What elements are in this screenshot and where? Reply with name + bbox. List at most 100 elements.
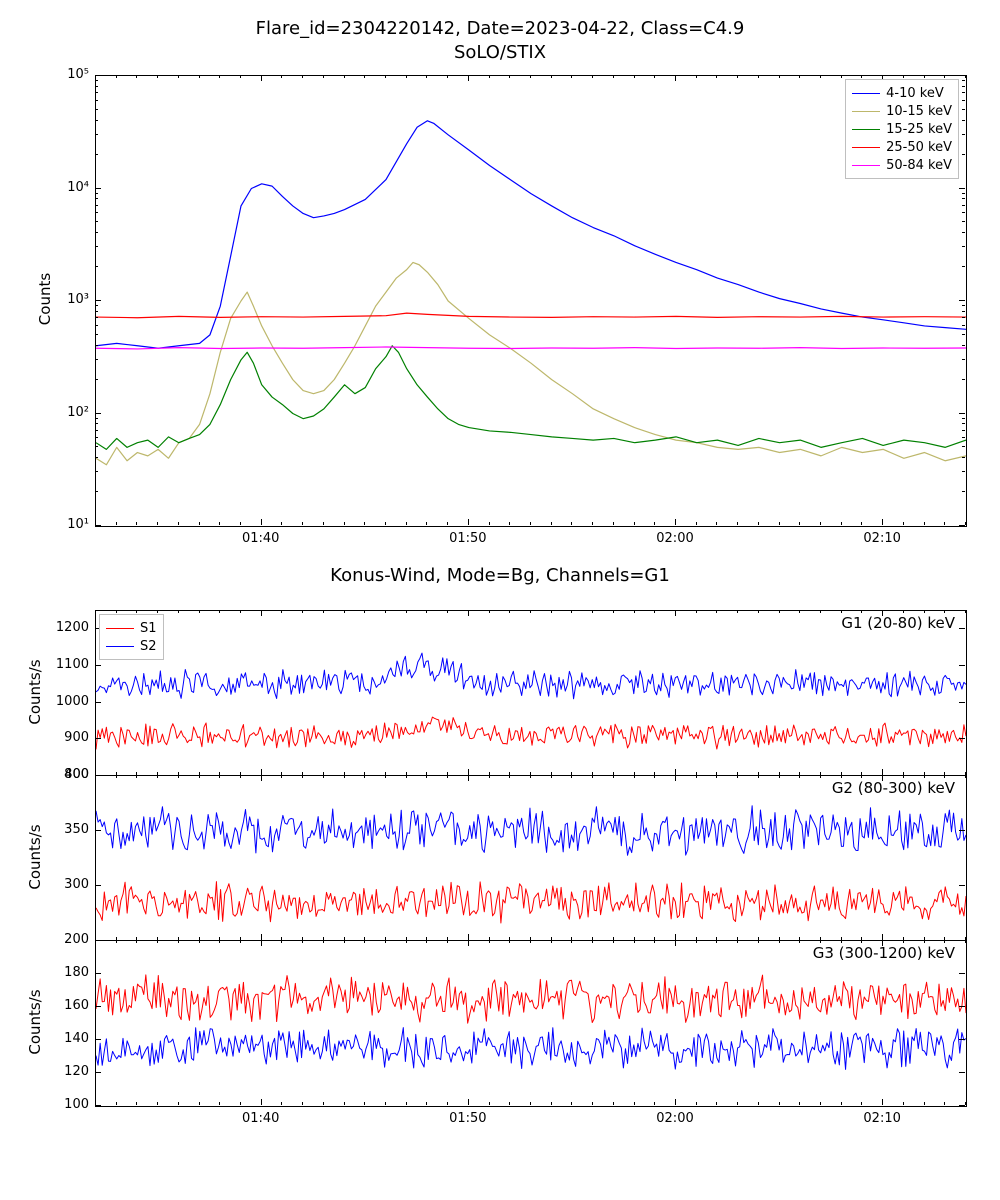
xtick [675, 610, 676, 616]
xtick [882, 519, 883, 525]
xtick [820, 1102, 821, 1105]
ytick [959, 1105, 965, 1106]
ytick-minor [95, 334, 98, 335]
xtick [779, 75, 780, 78]
xtick [364, 940, 365, 943]
xtick [364, 775, 365, 778]
xtick [95, 775, 96, 778]
xtick [965, 610, 966, 613]
xtick [489, 1102, 490, 1105]
ytick-minor [962, 423, 965, 424]
xtick [447, 75, 448, 78]
xtick [820, 75, 821, 78]
xtick [924, 522, 925, 525]
xtick [178, 522, 179, 525]
xtick [323, 610, 324, 613]
ytick-minor [95, 491, 98, 492]
ylabel: Counts/s [26, 657, 44, 727]
xtick [344, 940, 345, 943]
xtick [468, 75, 469, 81]
xtick [551, 1102, 552, 1105]
xtick [737, 940, 738, 943]
xtick [634, 1102, 635, 1105]
xtick [385, 522, 386, 525]
ytick-minor [962, 359, 965, 360]
ytick-label: 350 [64, 822, 89, 837]
xtick [882, 1099, 883, 1105]
ytick [95, 738, 101, 739]
xtick [157, 940, 158, 943]
ytick-label: 200 [64, 932, 89, 947]
xtick [799, 940, 800, 943]
ytick [95, 702, 101, 703]
xtick [675, 775, 676, 781]
xtick [779, 610, 780, 613]
xtick [613, 610, 614, 613]
ytick [959, 300, 965, 301]
top-panel-title: SoLO/STIX [0, 42, 1000, 63]
ytick-minor [962, 134, 965, 135]
ytick-minor [95, 325, 98, 326]
xtick [344, 75, 345, 78]
xtick [364, 610, 365, 613]
xtick [116, 775, 117, 778]
xtick [965, 522, 966, 525]
xtick [634, 522, 635, 525]
xtick [323, 522, 324, 525]
xtick [468, 775, 469, 781]
xtick-label: 02:00 [650, 1111, 700, 1126]
xtick [447, 610, 448, 613]
ytick [959, 1072, 965, 1073]
ytick-minor [95, 193, 98, 194]
ytick-label: 10³ [67, 292, 89, 307]
xtick [654, 1102, 655, 1105]
xtick [178, 1102, 179, 1105]
xtick [613, 522, 614, 525]
ytick-minor [95, 311, 98, 312]
ytick-minor [962, 221, 965, 222]
xtick [841, 522, 842, 525]
xtick-label: 02:10 [857, 1111, 907, 1126]
channel-label: G1 (20-80) keV [745, 614, 955, 632]
xtick [716, 775, 717, 778]
xtick [385, 75, 386, 78]
xtick-label: 02:00 [650, 531, 700, 546]
ytick-label: 160 [64, 998, 89, 1013]
xtick [116, 940, 117, 943]
xtick [861, 75, 862, 78]
xtick [323, 775, 324, 778]
xtick [965, 75, 966, 78]
xtick [903, 1102, 904, 1105]
ytick-minor [962, 86, 965, 87]
xtick [634, 940, 635, 943]
xtick [654, 75, 655, 78]
ytick-minor [962, 92, 965, 93]
ytick-label: 1200 [56, 620, 89, 635]
xtick [178, 940, 179, 943]
ytick-minor [95, 86, 98, 87]
ytick-minor [962, 120, 965, 121]
xtick-label: 02:10 [857, 531, 907, 546]
xtick [240, 75, 241, 78]
xtick [654, 775, 655, 778]
ytick-minor [95, 430, 98, 431]
xtick [551, 522, 552, 525]
xtick [965, 775, 966, 778]
xtick [799, 1102, 800, 1105]
xtick [302, 775, 303, 778]
xtick [364, 522, 365, 525]
ytick-minor [962, 305, 965, 306]
xtick [199, 522, 200, 525]
ytick-minor [95, 92, 98, 93]
xtick [820, 775, 821, 778]
xtick [281, 775, 282, 778]
xtick [468, 610, 469, 616]
ytick-minor [962, 345, 965, 346]
ytick-minor [95, 418, 98, 419]
ytick-minor [95, 266, 98, 267]
xtick [261, 519, 262, 525]
xtick [675, 519, 676, 525]
xtick [240, 940, 241, 943]
xtick [924, 75, 925, 78]
ytick [95, 1105, 101, 1106]
